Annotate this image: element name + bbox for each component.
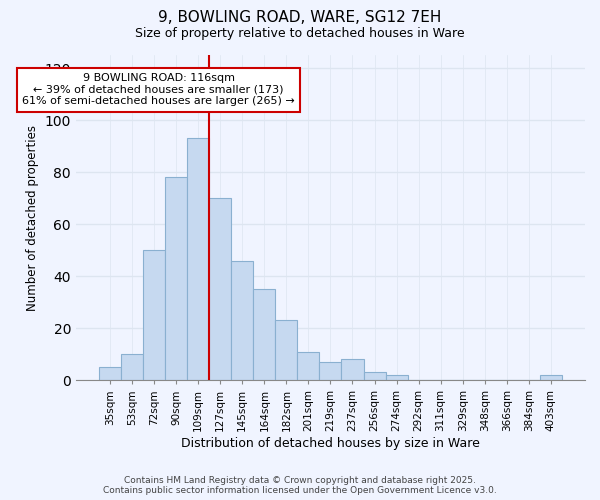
- Bar: [298, 352, 319, 380]
- Bar: [231, 260, 253, 380]
- X-axis label: Distribution of detached houses by size in Ware: Distribution of detached houses by size …: [181, 437, 480, 450]
- Bar: [540, 375, 562, 380]
- Text: 9, BOWLING ROAD, WARE, SG12 7EH: 9, BOWLING ROAD, WARE, SG12 7EH: [158, 10, 442, 25]
- Bar: [209, 198, 231, 380]
- Bar: [99, 368, 121, 380]
- Bar: [187, 138, 209, 380]
- Bar: [253, 289, 275, 380]
- Bar: [364, 372, 386, 380]
- Y-axis label: Number of detached properties: Number of detached properties: [26, 124, 39, 310]
- Bar: [341, 360, 364, 380]
- Bar: [275, 320, 298, 380]
- Bar: [121, 354, 143, 380]
- Text: 9 BOWLING ROAD: 116sqm
← 39% of detached houses are smaller (173)
61% of semi-de: 9 BOWLING ROAD: 116sqm ← 39% of detached…: [22, 73, 295, 106]
- Text: Size of property relative to detached houses in Ware: Size of property relative to detached ho…: [135, 28, 465, 40]
- Bar: [143, 250, 165, 380]
- Bar: [165, 178, 187, 380]
- Bar: [386, 375, 407, 380]
- Bar: [319, 362, 341, 380]
- Text: Contains HM Land Registry data © Crown copyright and database right 2025.
Contai: Contains HM Land Registry data © Crown c…: [103, 476, 497, 495]
